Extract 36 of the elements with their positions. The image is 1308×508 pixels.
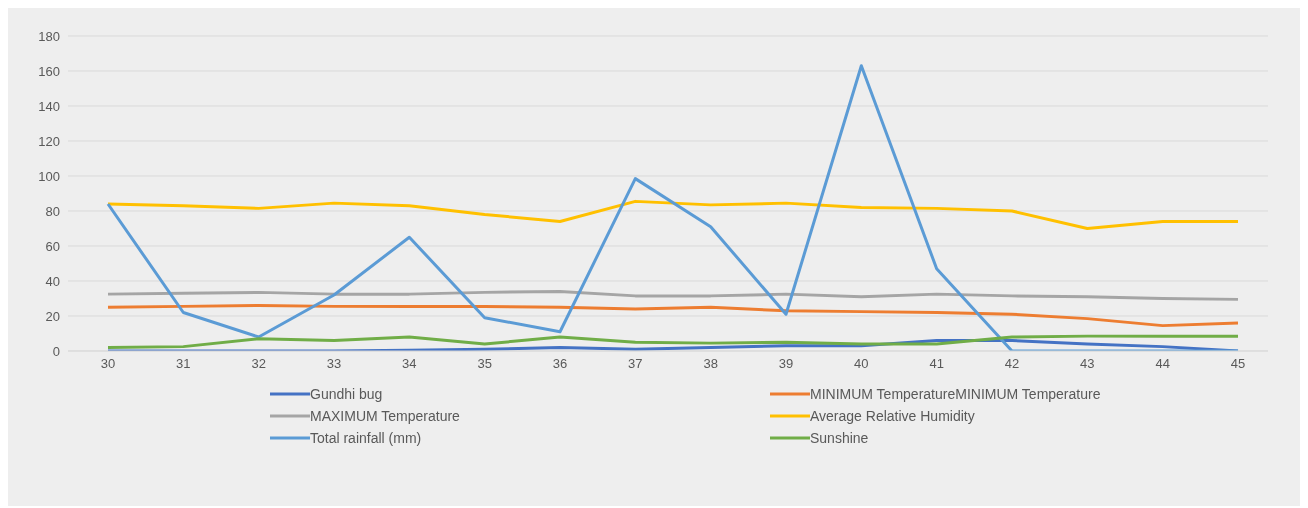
x-tick-label: 36 [552,356,568,372]
y-tick-label: 80 [45,203,60,219]
line-series [106,199,1240,230]
x-tick-label: 39 [778,356,794,372]
x-tick-label: 43 [1080,356,1095,372]
x-tick-label: 34 [402,356,417,372]
x-tick-label: 38 [703,356,718,372]
y-tick-label: 140 [38,98,60,114]
y-tick-label: 40 [45,273,60,289]
line-series [106,290,1240,301]
x-tick-label: 44 [1155,356,1170,372]
legend-label: Gundhi bug [310,386,383,402]
y-tick-label: 160 [38,63,60,79]
x-tick-label: 45 [1230,356,1246,372]
y-tick-label: 60 [45,238,60,254]
x-tick-label: 42 [1004,356,1020,372]
x-tick-label: 41 [929,356,944,372]
x-tick-label: 33 [326,356,342,372]
x-tick-label: 32 [251,356,266,372]
x-tick-label: 35 [477,356,492,372]
line-series [106,334,1240,349]
x-tick-label: 30 [100,356,116,372]
legend-label: Average Relative Humidity [810,408,975,424]
legend-label: MINIMUM TemperatureMINIMUM Temperature [810,386,1101,402]
y-tick-label: 100 [38,168,60,184]
y-tick-label: 0 [52,343,60,359]
y-tick-label: 180 [38,28,60,44]
y-tick-label: 20 [45,308,60,324]
legend-label: Total rainfall (mm) [310,430,422,446]
y-tick-label: 120 [38,133,60,149]
x-tick-label: 31 [176,356,191,372]
x-tick-label: 37 [628,356,643,372]
line-series [106,304,1240,328]
legend-label: MAXIMUM Temperature [310,408,460,424]
x-tick-label: 40 [854,356,869,372]
legend-label: Sunshine [810,430,869,446]
